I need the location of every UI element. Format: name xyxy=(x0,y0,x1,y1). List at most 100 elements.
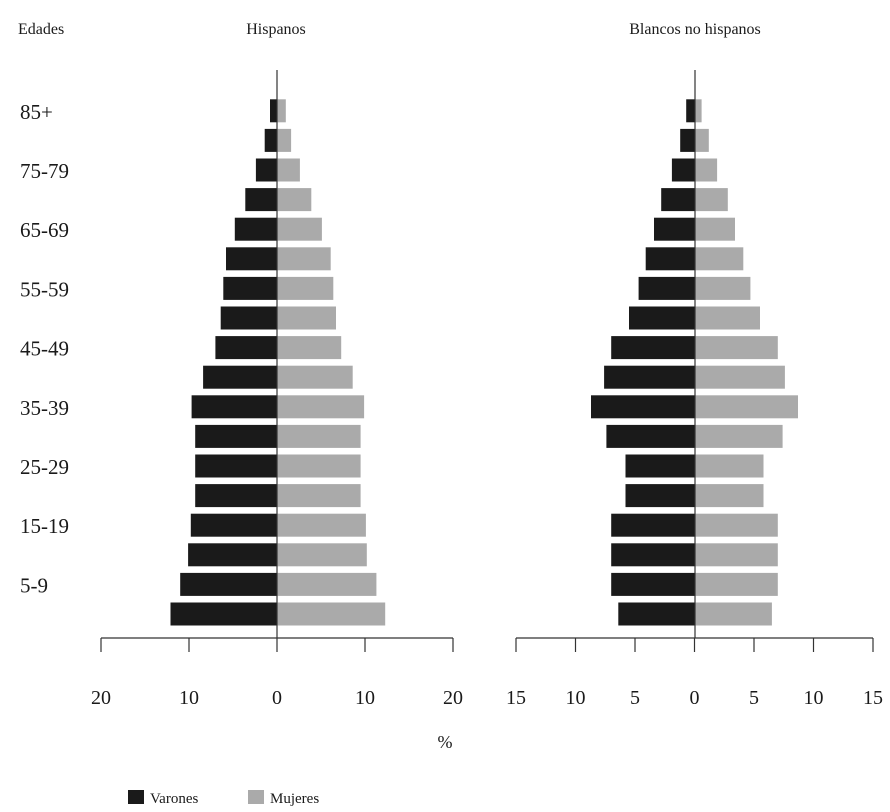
x-tick-label: 10 xyxy=(355,687,375,709)
mujeres-bar-25-29 xyxy=(277,454,361,478)
mujeres-bar-10-14 xyxy=(277,543,367,567)
mujeres-bar-30-34 xyxy=(694,424,783,448)
varones-bar-25-29 xyxy=(625,454,695,478)
legend: Varones Mujeres xyxy=(128,790,319,807)
x-tick-label: 10 xyxy=(566,687,586,709)
mujeres-bar-50-54 xyxy=(277,306,336,330)
varones-bar-55-59 xyxy=(638,276,695,300)
varones-bar-60-64 xyxy=(226,247,277,271)
age-group-label: 35-39 xyxy=(20,396,69,420)
legend-swatch-mujeres xyxy=(248,790,264,804)
age-group-label: 75-79 xyxy=(20,159,69,183)
varones-bar-15-19 xyxy=(611,513,695,537)
mujeres-bar-15-19 xyxy=(694,513,778,537)
varones-bar-25-29 xyxy=(195,454,277,478)
mujeres-bar-25-29 xyxy=(694,454,764,478)
varones-bar-5-9 xyxy=(180,572,277,596)
varones-bar-10-14 xyxy=(611,543,695,567)
legend-label-varones: Varones xyxy=(150,791,198,807)
mujeres-bar-80-84 xyxy=(277,128,292,152)
mujeres-bar-5-9 xyxy=(277,572,377,596)
varones-bar-70-74 xyxy=(661,188,695,212)
x-tick-label: 5 xyxy=(630,687,640,709)
varones-bar-35-39 xyxy=(591,395,695,419)
mujeres-bar-50-54 xyxy=(694,306,760,330)
varones-bar-5-9 xyxy=(611,572,695,596)
varones-bar-40-44 xyxy=(604,365,695,389)
mujeres-bar-40-44 xyxy=(277,365,353,389)
chart-title-blancos: Blancos no hispanos xyxy=(629,21,761,38)
age-group-label: 65-69 xyxy=(20,218,69,242)
age-group-label: 15-19 xyxy=(20,514,69,538)
mujeres-bar-45-49 xyxy=(277,336,342,360)
varones-bar-15-19 xyxy=(190,513,277,537)
varones-bar-0-4 xyxy=(618,602,695,626)
mujeres-bar-35-39 xyxy=(694,395,798,419)
age-group-label: 85+ xyxy=(20,100,53,124)
x-tick-label: 15 xyxy=(506,687,526,709)
age-group-label: 45-49 xyxy=(20,337,69,361)
age-group-labels: 85+ 75-79 65-69 55-59 45-49 35-39 25-29 15-19 5-… xyxy=(20,100,69,598)
mujeres-bar-55-59 xyxy=(277,276,334,300)
varones-bar-85+ xyxy=(686,99,695,123)
varones-bar-80-84 xyxy=(264,128,277,152)
varones-bar-50-54 xyxy=(220,306,277,330)
x-tick-label: 20 xyxy=(91,687,111,709)
mujeres-bar-70-74 xyxy=(277,188,312,212)
mujeres-bar-60-64 xyxy=(694,247,744,271)
varones-bar-45-49 xyxy=(611,336,695,360)
mujeres-bar-55-59 xyxy=(694,276,751,300)
mujeres-bar-20-24 xyxy=(694,484,764,508)
mujeres-bar-85+ xyxy=(277,99,286,123)
mujeres-bar-60-64 xyxy=(277,247,331,271)
x-tick-label: 0 xyxy=(690,687,700,709)
mujeres-bar-0-4 xyxy=(277,602,386,626)
varones-bar-65-69 xyxy=(654,217,695,241)
varones-bar-20-24 xyxy=(195,484,277,508)
ages-header: Edades xyxy=(18,21,64,38)
varones-bar-45-49 xyxy=(215,336,277,360)
legend-swatch-varones xyxy=(128,790,144,804)
varones-bar-20-24 xyxy=(625,484,695,508)
mujeres-bar-65-69 xyxy=(277,217,322,241)
chart-title-hispanos: Hispanos xyxy=(246,21,306,38)
varones-bar-85+ xyxy=(270,99,277,123)
hispanos-pyramid: 20 10 0 10 20 xyxy=(91,70,463,709)
mujeres-bar-45-49 xyxy=(694,336,778,360)
varones-bar-50-54 xyxy=(629,306,695,330)
mujeres-bar-80-84 xyxy=(694,128,709,152)
varones-bar-75-79 xyxy=(671,158,695,182)
x-tick-label: 5 xyxy=(749,687,759,709)
varones-bar-80-84 xyxy=(680,128,695,152)
mujeres-bar-5-9 xyxy=(694,572,778,596)
x-tick-label: 0 xyxy=(272,687,282,709)
mujeres-bar-65-69 xyxy=(694,217,735,241)
varones-bar-55-59 xyxy=(223,276,277,300)
varones-bar-30-34 xyxy=(606,424,695,448)
mujeres-bar-30-34 xyxy=(277,424,361,448)
x-tick-label: 10 xyxy=(804,687,824,709)
age-group-label: 5-9 xyxy=(20,573,48,597)
age-group-label: 55-59 xyxy=(20,277,69,301)
x-tick-label: 20 xyxy=(443,687,463,709)
mujeres-bar-75-79 xyxy=(694,158,718,182)
mujeres-bar-75-79 xyxy=(277,158,300,182)
mujeres-bar-15-19 xyxy=(277,513,366,537)
mujeres-bar-10-14 xyxy=(694,543,778,567)
varones-bar-75-79 xyxy=(255,158,277,182)
mujeres-bar-70-74 xyxy=(694,188,728,212)
mujeres-bar-20-24 xyxy=(277,484,361,508)
mujeres-bar-0-4 xyxy=(694,602,772,626)
legend-label-mujeres: Mujeres xyxy=(270,791,319,807)
varones-bar-65-69 xyxy=(234,217,277,241)
blancos-pyramid: 15 10 5 0 5 10 15 xyxy=(506,70,883,709)
x-tick-label: 10 xyxy=(179,687,199,709)
varones-bar-35-39 xyxy=(191,395,277,419)
varones-bar-70-74 xyxy=(245,188,277,212)
mujeres-bar-35-39 xyxy=(277,395,365,419)
varones-bar-60-64 xyxy=(645,247,695,271)
varones-bar-40-44 xyxy=(203,365,277,389)
varones-bar-30-34 xyxy=(195,424,277,448)
